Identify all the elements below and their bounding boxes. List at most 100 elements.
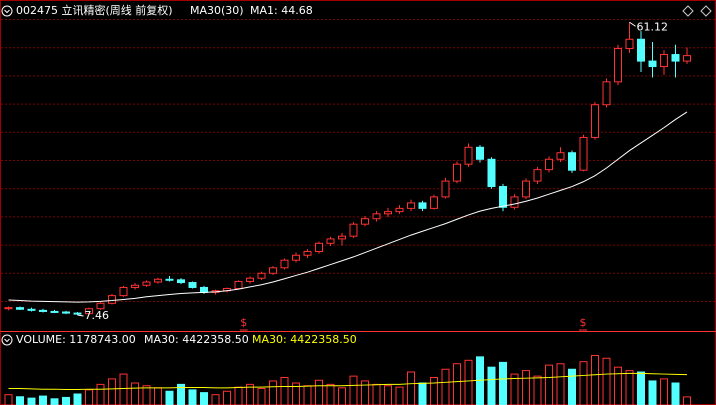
volume-bar <box>614 366 622 405</box>
candle-body <box>108 295 116 304</box>
candle-body <box>579 136 588 171</box>
settings-icon[interactable] <box>682 5 694 17</box>
candle-body <box>648 60 657 68</box>
candle-body <box>292 254 300 261</box>
candle-body <box>441 180 450 198</box>
candle-body <box>119 286 128 297</box>
volume-bar <box>407 371 415 405</box>
candle-body <box>62 311 70 314</box>
volume-bar <box>384 385 392 405</box>
candle-body <box>326 238 335 244</box>
volume-bar <box>165 390 174 405</box>
volume-bar <box>361 380 369 405</box>
volume-bar <box>533 375 542 405</box>
volume-bar <box>522 370 530 405</box>
candle-body <box>430 196 438 209</box>
candle-body <box>131 284 139 288</box>
candle-body <box>487 158 496 188</box>
candle-body <box>453 163 461 182</box>
volume-bar <box>280 377 289 405</box>
ma-line <box>8 111 688 303</box>
candle-body <box>637 38 645 62</box>
candle-body <box>568 152 576 171</box>
volume-bar <box>246 383 254 405</box>
collapse-icon[interactable] <box>1 334 13 346</box>
high-annotation: 61.12 <box>637 20 669 33</box>
volume-bar <box>73 393 82 405</box>
volume-bar <box>257 388 266 405</box>
volume-bar <box>200 392 208 405</box>
candle-body <box>464 146 473 165</box>
volume-bar <box>27 397 36 405</box>
volume-bar <box>671 382 680 405</box>
volume-bar <box>545 364 553 405</box>
volume-bar <box>211 394 220 405</box>
volume-bar <box>62 396 70 405</box>
volume-bar <box>50 398 59 405</box>
candle-body <box>142 281 151 286</box>
volume-bar <box>223 390 231 405</box>
candle-body <box>73 312 82 315</box>
candle-body <box>39 309 47 312</box>
volume-bar <box>269 380 277 405</box>
event-marker: $ <box>240 316 247 329</box>
volume-legend: MA30: 4422358.50 <box>144 333 249 346</box>
candle-body <box>280 259 289 269</box>
volume-bar <box>119 373 128 405</box>
volume-bar <box>625 370 634 405</box>
plot <box>4 21 691 405</box>
volume-bar <box>602 357 611 405</box>
candle-body <box>257 272 266 279</box>
candle-body <box>591 104 599 138</box>
volume-bar <box>510 373 519 405</box>
volume-legend: MA30: 4422358.50 <box>252 333 357 346</box>
volume-bar <box>349 375 358 405</box>
candle-body <box>660 54 668 68</box>
volume-bar <box>683 396 691 405</box>
volume-bar <box>303 385 312 405</box>
candle-body <box>407 202 415 209</box>
candle-body <box>303 250 312 256</box>
legend-entry: MA1: 44.68 <box>250 4 313 17</box>
candle-body <box>671 54 680 62</box>
candle-body <box>315 242 323 252</box>
volume-bar <box>637 371 645 405</box>
volume-bar <box>292 382 300 405</box>
volume-bar <box>4 394 13 405</box>
volume-bar <box>108 378 116 405</box>
volume-bar <box>499 361 507 405</box>
settings-icon[interactable] <box>700 5 712 17</box>
volume-bar <box>154 387 162 405</box>
candle-body <box>361 218 369 225</box>
annotation-leader <box>629 21 636 27</box>
candle-body <box>614 48 622 83</box>
volume-bar <box>177 383 185 405</box>
candle-body <box>476 146 484 160</box>
candle-body <box>188 282 197 288</box>
candle-body <box>234 280 243 290</box>
volume-bar <box>453 363 461 405</box>
event-marker: $ <box>580 316 587 329</box>
annotation-leader <box>77 314 84 317</box>
candle-body <box>27 308 36 311</box>
volume-ma-line <box>8 372 688 391</box>
candle-body <box>556 152 565 160</box>
volume-bar <box>372 383 381 405</box>
volume-bar <box>39 395 47 405</box>
candle-body <box>384 211 392 215</box>
candle-body <box>522 180 530 198</box>
candle-body <box>499 186 507 208</box>
chart-title: 002475 立讯精密(周线 前复权) <box>16 3 173 17</box>
volume-bar <box>591 355 599 405</box>
volume-bar <box>464 359 473 405</box>
low-annotation: 7.46 <box>85 309 110 322</box>
volume-bar <box>430 377 438 405</box>
volume-bar <box>131 382 139 405</box>
collapse-icon[interactable] <box>1 5 13 17</box>
candle-body <box>349 223 358 237</box>
candle-body <box>96 302 105 310</box>
volume-bar <box>556 363 565 405</box>
volume-bar <box>395 386 404 405</box>
volume-bar <box>188 389 197 405</box>
